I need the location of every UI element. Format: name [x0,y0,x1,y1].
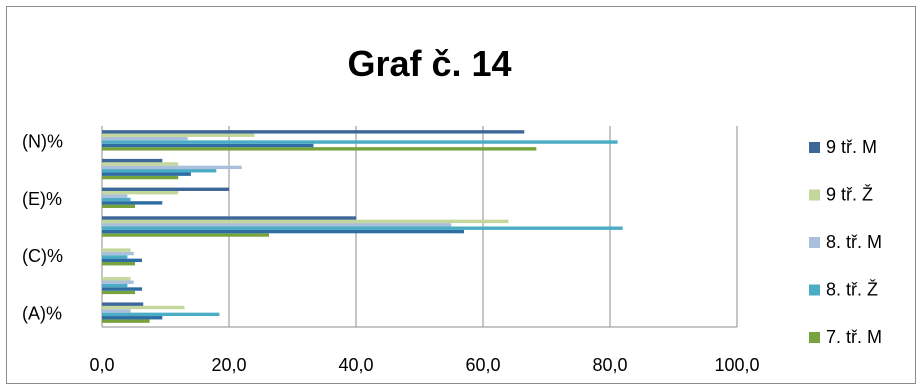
bar [102,197,131,202]
bar [102,233,270,237]
bar [102,219,509,224]
bar [102,165,242,170]
bar [102,162,179,166]
bar [102,223,452,227]
legend-swatch [809,332,820,343]
bars [102,130,623,323]
legend-swatch [809,284,820,296]
legend-label: 9 tř. M [826,137,877,157]
bar [102,277,131,281]
bar [102,140,618,144]
x-tick-label: 60,0 [465,355,500,375]
bar [102,172,191,176]
x-axis-ticks: 0,0 20,0 40,0 60,0 80,0 100,0 [89,355,759,375]
bar [102,143,314,148]
bar [102,258,143,263]
bar [102,280,134,284]
bar [102,248,131,252]
bar [102,136,188,141]
y-tick-label: (C)% [22,246,63,266]
bar [102,287,143,291]
bar [102,201,163,205]
chart-frame: Graf č. 14 [6,6,916,384]
bar [102,169,217,173]
bar [102,130,525,134]
bar [102,251,134,256]
x-tick-label: 20,0 [211,355,246,375]
y-axis-ticks: (A)% (C)% (E)% (N)% [22,131,63,323]
bar [102,229,464,234]
legend-swatch [809,142,820,153]
legend-swatch [809,237,820,248]
bar [102,216,356,220]
bar [102,147,537,151]
bar [102,158,163,163]
legend-label: 8. tř. Ž [826,280,878,300]
bar [102,309,131,313]
x-tick-label: 100,0 [714,355,759,375]
y-tick-label: (A)% [22,304,62,324]
x-tick-label: 40,0 [338,355,373,375]
bar [102,187,229,191]
bar [102,175,179,180]
legend-swatch [809,189,820,201]
x-tick-label: 0,0 [89,355,114,375]
bar [102,255,128,259]
bar [102,290,136,295]
bar [102,226,623,230]
bar [102,194,128,198]
bar [102,204,136,208]
bar [102,316,163,320]
bar [102,283,128,288]
bar [102,312,220,317]
y-tick-label: (N)% [22,131,63,151]
bar [102,319,150,323]
bar [102,190,179,195]
legend-label: 7. tř. M [826,327,882,347]
bar [102,305,185,310]
bar [102,302,144,306]
legend-label: 8. tř. M [826,232,882,252]
legend-label: 9 tř. Ž [826,185,873,205]
bar [102,133,255,137]
legend: 9 tř. M 9 tř. Ž 8. tř. M 8. tř. Ž 7. tř. M [809,137,882,347]
chart-title: Graf č. 14 [347,43,512,84]
x-tick-label: 80,0 [592,355,627,375]
bar [102,262,136,266]
y-tick-label: (E)% [22,189,62,209]
